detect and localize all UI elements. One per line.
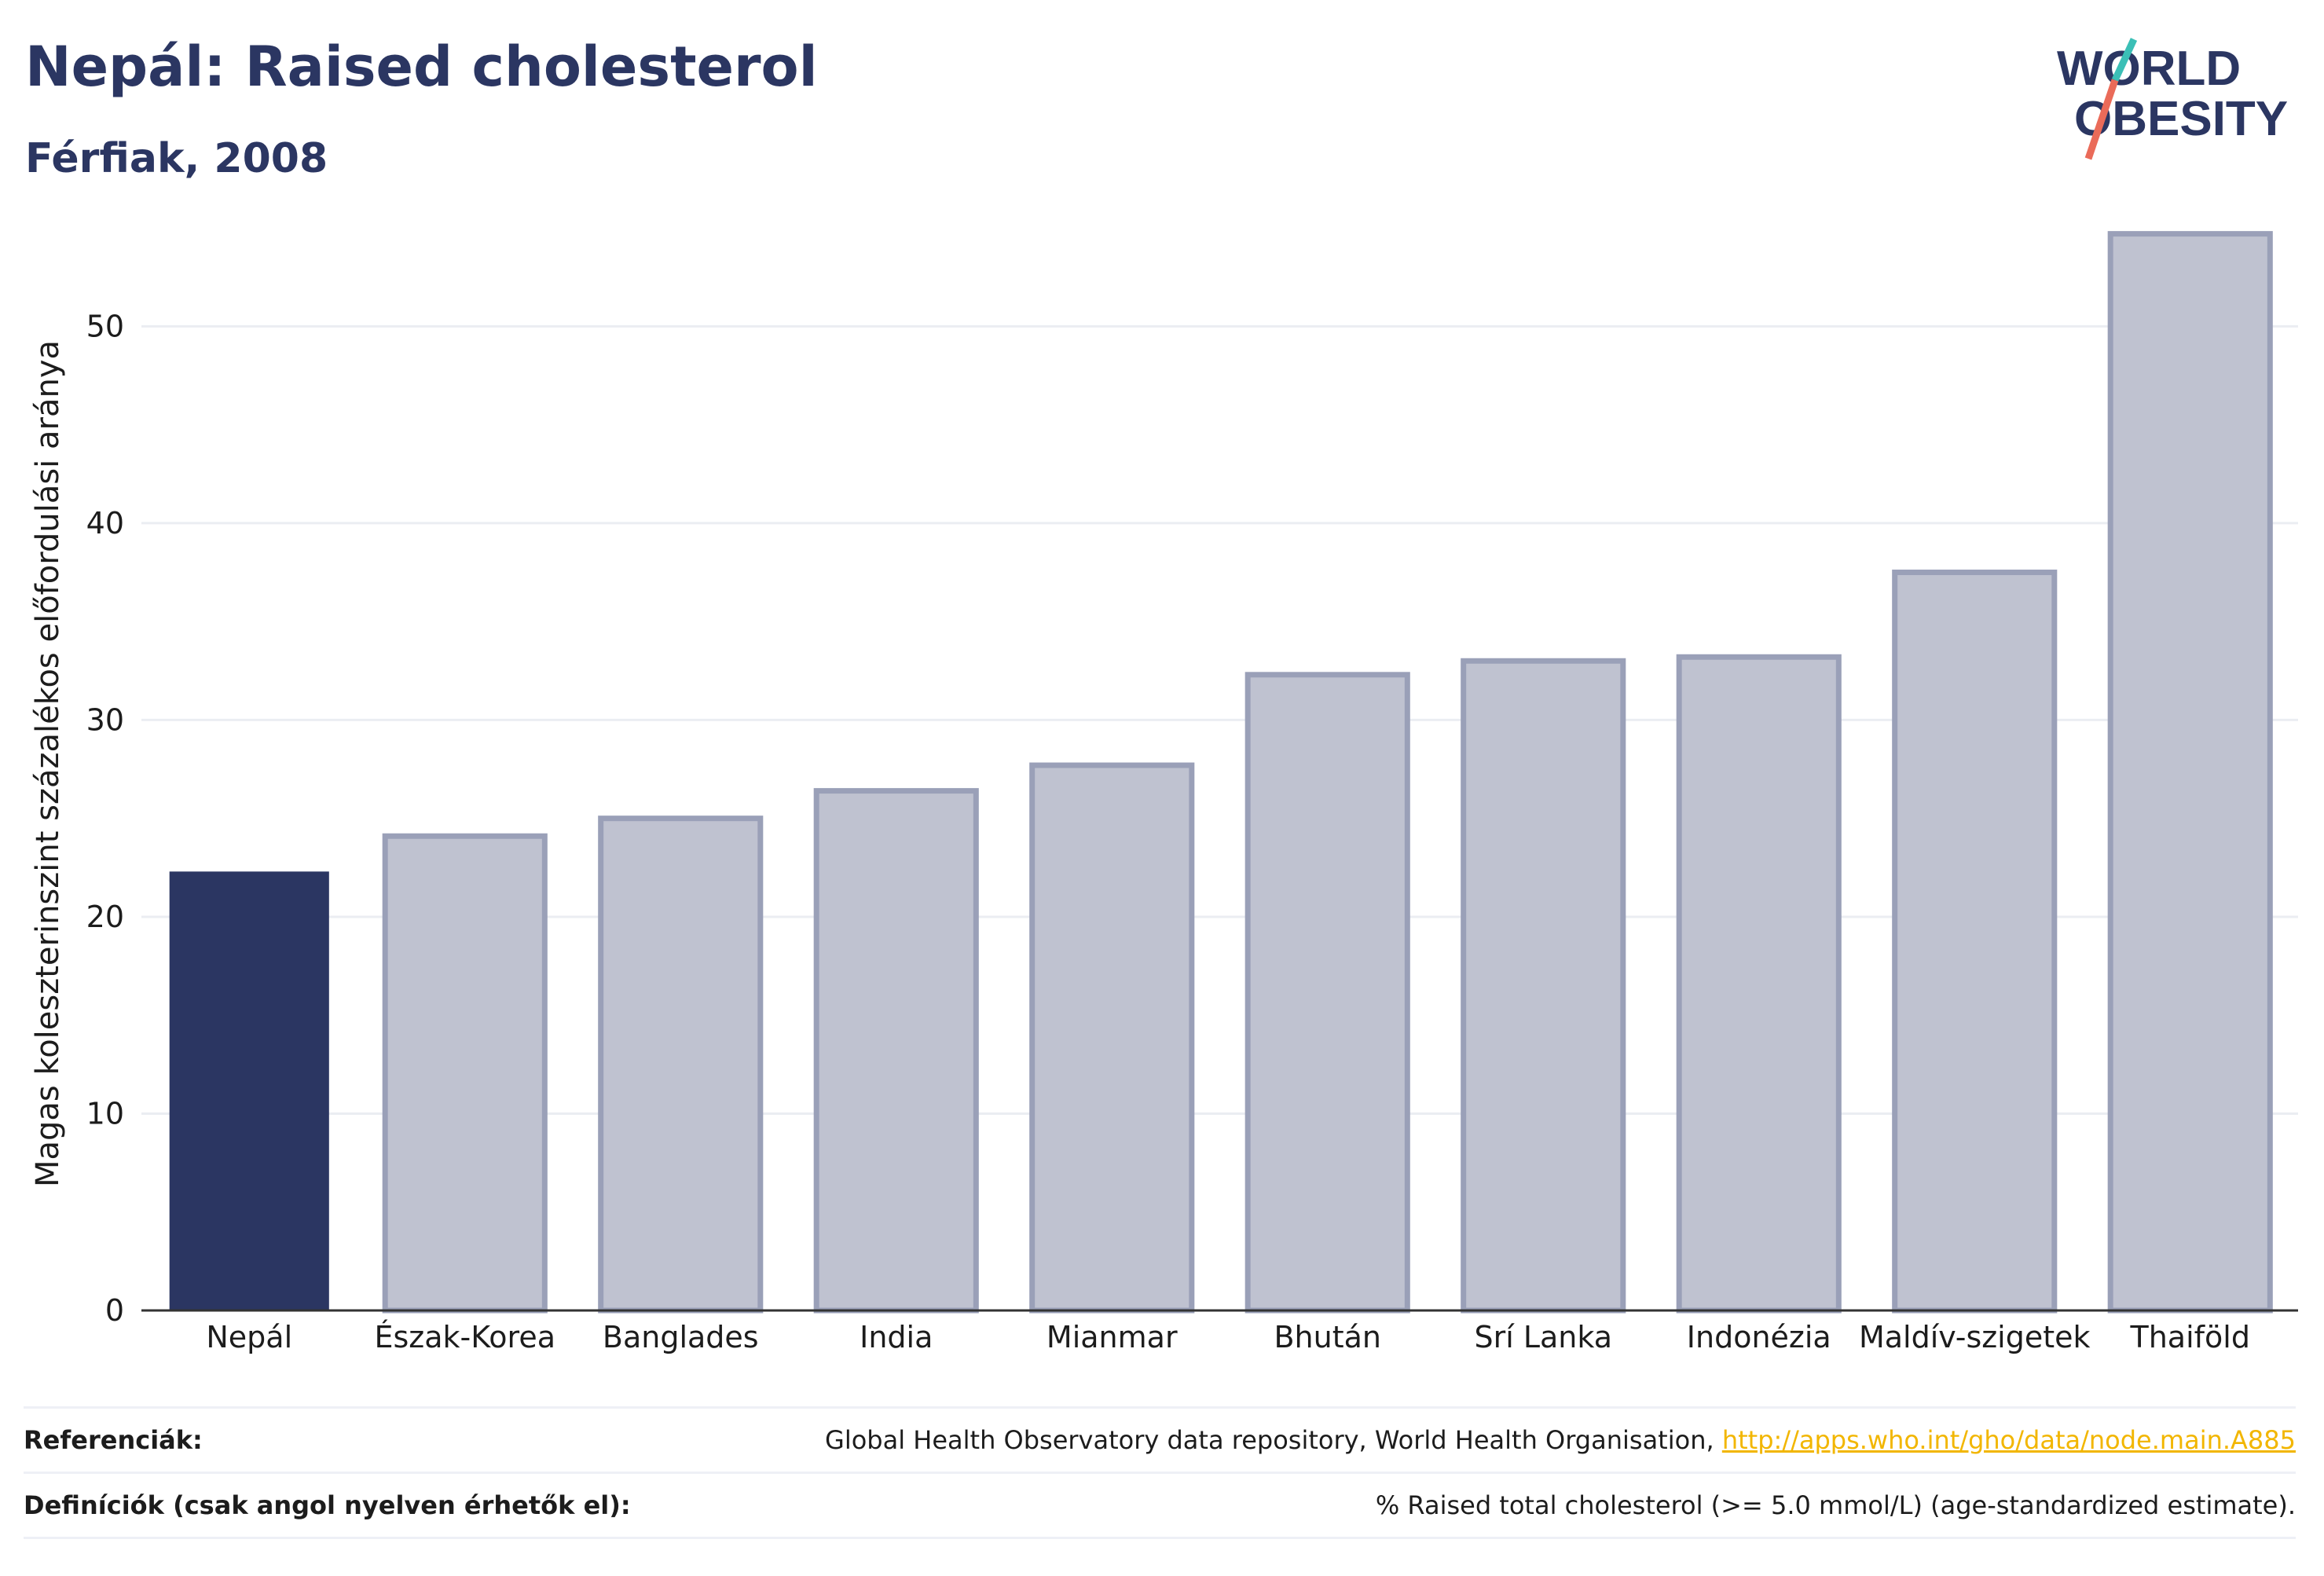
- x-category-label: Banglades: [603, 1320, 759, 1354]
- definitions-row: Definíciók (csak angol nyelven érhetők e…: [24, 1472, 2296, 1539]
- bar-6: [1244, 672, 1410, 1314]
- bar-10: [2107, 231, 2273, 1314]
- bar-4: [813, 788, 979, 1314]
- x-category-label: Thaiföld: [2130, 1320, 2250, 1354]
- references-value: Global Health Observatory data repositor…: [825, 1425, 2296, 1455]
- bar-1: [169, 871, 329, 1310]
- x-category-label: Indonézia: [1687, 1320, 1831, 1354]
- x-category-label: Bhután: [1274, 1320, 1381, 1354]
- y-tick-label: 50: [86, 309, 124, 343]
- logo-slash-teal: [2111, 38, 2138, 82]
- world-obesity-logo: WORLD OBESITY: [2057, 38, 2288, 160]
- page-subtitle: Férfiak, 2008: [25, 135, 328, 182]
- x-category-label: Észak-Korea: [375, 1320, 556, 1354]
- references-label: Referenciák:: [24, 1425, 203, 1455]
- definitions-text: % Raised total cholesterol (>= 5.0 mmol/…: [1375, 1490, 2296, 1520]
- x-axis-categories: Nepál Észak-Korea Banglades India Mianmar Bhu…: [206, 1320, 2250, 1354]
- definitions-label: Definíciók (csak angol nyelven érhetők e…: [24, 1490, 631, 1520]
- page-title: Nepál: Raised cholesterol: [25, 35, 818, 99]
- y-axis-ticks: 0 10 20 30 40 50: [86, 309, 124, 1328]
- bar-3: [598, 815, 764, 1314]
- bar-2: [382, 833, 548, 1314]
- y-tick-label: 0: [105, 1293, 124, 1328]
- x-category-label: Nepál: [206, 1320, 292, 1354]
- x-category-label: Maldív-szigetek: [1859, 1320, 2091, 1354]
- y-axis-label: Magas koleszterinszint százalékos előfor…: [30, 340, 66, 1187]
- logo-line1: WORLD: [2057, 42, 2241, 96]
- y-tick-label: 40: [86, 506, 124, 541]
- chart-bars: [169, 231, 2273, 1314]
- x-category-label: Srí Lanka: [1474, 1320, 1612, 1354]
- references-text: Global Health Observatory data repositor…: [825, 1425, 1714, 1455]
- x-category-label: India: [860, 1320, 933, 1354]
- y-tick-label: 10: [86, 1096, 124, 1131]
- references-row: Referenciák: Global Health Observatory d…: [24, 1406, 2296, 1472]
- y-tick-label: 30: [86, 702, 124, 737]
- logo-slash-coral: [2084, 79, 2119, 160]
- references-link[interactable]: http://apps.who.int/gho/data/node.main.A…: [1721, 1425, 2296, 1455]
- bar-8: [1676, 654, 1842, 1314]
- bar-7: [1461, 658, 1626, 1314]
- y-tick-label: 20: [86, 900, 124, 934]
- bar-5: [1029, 762, 1195, 1314]
- x-category-label: Mianmar: [1047, 1320, 1178, 1354]
- bar-chart: 0 10 20 30 40 50 Nepál Észak-Korea Banglades Ind…: [30, 231, 2298, 1354]
- bar-9: [1892, 570, 2058, 1314]
